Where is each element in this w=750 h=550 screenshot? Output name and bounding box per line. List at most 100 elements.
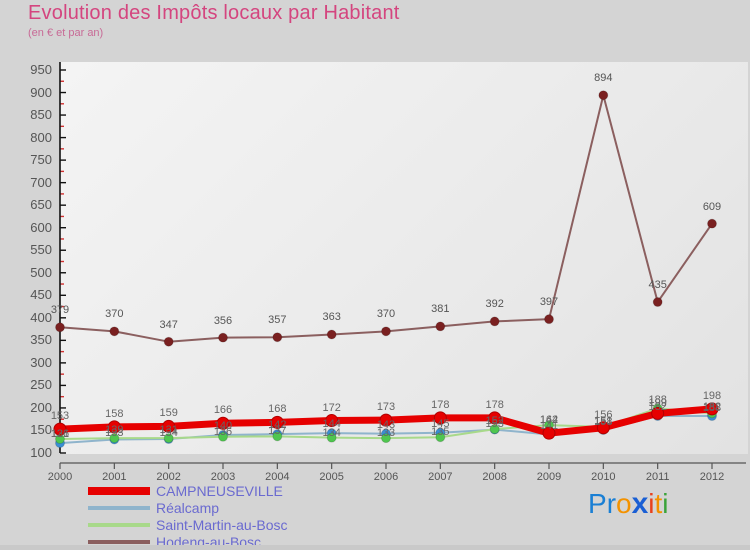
data-point-label: 145 <box>431 417 450 430</box>
x-axis-tick-label: 2008 <box>482 471 507 483</box>
data-point <box>55 322 65 333</box>
logo-letter: P <box>588 488 607 519</box>
x-axis-tick-label: 2007 <box>428 471 453 483</box>
y-axis-tick-label: 550 <box>30 242 52 258</box>
data-point <box>435 321 446 332</box>
data-point <box>109 433 120 444</box>
data-point-label: 142 <box>268 419 287 432</box>
legend-label: CAMPNEUSEVILLE <box>156 482 283 499</box>
data-point <box>381 433 391 444</box>
data-point-label: 178 <box>431 398 450 411</box>
legend-swatch <box>88 539 150 544</box>
chart-header: Evolution des Impôts locaux par Habitant… <box>28 2 400 39</box>
chart-subtitle: (en € et par an) <box>28 27 104 39</box>
data-point <box>326 432 337 443</box>
page-title: Evolution des Impôts locaux par Habitant <box>28 2 400 24</box>
data-point <box>651 406 665 420</box>
data-point-label: 156 <box>594 408 613 421</box>
data-point-label: 397 <box>539 296 559 309</box>
data-point-label: 131 <box>50 428 70 441</box>
plot-area-background <box>60 62 748 454</box>
data-point-label: 379 <box>50 304 70 317</box>
y-axis-tick-label: 400 <box>30 309 52 325</box>
data-point <box>379 413 393 427</box>
data-point <box>325 414 339 428</box>
x-axis-tick-label: 2011 <box>645 471 670 483</box>
data-point <box>489 424 500 435</box>
logo-letter: i <box>648 488 655 519</box>
data-point <box>652 297 663 308</box>
data-point-label: 133 <box>105 427 124 440</box>
data-point <box>435 432 446 443</box>
data-point-label: 162 <box>539 414 559 427</box>
data-point-label: 370 <box>376 308 396 321</box>
data-point-label: 134 <box>322 426 341 439</box>
legend-item-1[interactable]: Réalcamp <box>88 499 288 516</box>
data-point-label: 609 <box>702 200 722 213</box>
data-point-label: 370 <box>105 308 124 321</box>
legend-swatch <box>88 486 150 495</box>
y-axis-tick-label: 200 <box>30 399 52 415</box>
data-point <box>272 332 283 343</box>
data-point-label: 152 <box>485 414 504 427</box>
data-point-label: 166 <box>213 404 233 417</box>
y-axis-tick-label: 600 <box>30 219 52 235</box>
data-point-label: 159 <box>159 407 178 420</box>
data-point-label: 381 <box>431 303 450 316</box>
y-axis-tick-label: 750 <box>30 152 52 168</box>
data-point <box>707 218 717 229</box>
legend-swatch <box>88 522 150 527</box>
data-point-label: 153 <box>50 410 70 423</box>
data-point <box>488 411 502 425</box>
data-point <box>218 332 228 343</box>
data-point-label: 135 <box>431 426 450 439</box>
data-point <box>542 426 556 440</box>
legend-item-2[interactable]: Saint-Martin-au-Bosc <box>88 516 288 533</box>
x-axis-tick-label: 2003 <box>210 471 236 483</box>
data-point <box>216 416 230 430</box>
data-point-label: 151 <box>594 415 613 428</box>
x-axis-tick-label: 2012 <box>699 471 725 483</box>
data-point-label: 178 <box>485 398 504 411</box>
data-point <box>544 314 554 325</box>
data-point <box>107 420 121 434</box>
y-axis-tick-label: 350 <box>30 332 52 348</box>
logo-letter: i <box>662 488 669 519</box>
y-axis-tick-label: 100 <box>30 445 52 460</box>
data-point <box>272 431 283 442</box>
data-point-label: 158 <box>105 407 124 420</box>
y-axis-tick-label: 300 <box>30 354 52 370</box>
data-point-label: 188 <box>702 402 722 415</box>
logo-letter: o <box>616 488 632 519</box>
legend-swatch <box>88 505 150 510</box>
data-point-label: 136 <box>213 425 233 438</box>
logo-letter: x <box>631 487 649 520</box>
data-point <box>433 411 447 425</box>
data-point <box>218 431 228 442</box>
legend-label: Réalcamp <box>156 499 220 516</box>
series-line-3 <box>59 94 713 343</box>
data-point-label: 144 <box>322 418 341 431</box>
x-axis-tick-label: 2002 <box>156 471 181 483</box>
data-point <box>489 316 500 327</box>
data-point-label: 140 <box>213 419 233 432</box>
data-point-label: 357 <box>268 314 287 327</box>
y-axis-tick-label: 900 <box>30 84 52 100</box>
y-axis-tick-label: 650 <box>30 197 52 213</box>
y-axis-tick-label: 450 <box>30 287 52 303</box>
y-axis-tick-label: 500 <box>30 264 52 280</box>
proxiti-logo: Proxiti <box>588 487 669 521</box>
data-point <box>598 90 609 101</box>
data-point-label: 153 <box>485 418 504 431</box>
x-axis-tick-label: 2009 <box>536 471 562 483</box>
data-point-label: 131 <box>159 424 178 437</box>
data-point-label: 173 <box>376 401 396 414</box>
data-point-label: 199 <box>648 397 667 410</box>
legend-item-0[interactable]: CAMPNEUSEVILLE <box>88 482 288 499</box>
data-point-label: 133 <box>376 427 396 440</box>
legend: CAMPNEUSEVILLE Réalcamp Saint-Martin-au-Bo… <box>88 482 288 550</box>
data-point-label: 134 <box>159 427 178 440</box>
data-point <box>270 415 284 429</box>
